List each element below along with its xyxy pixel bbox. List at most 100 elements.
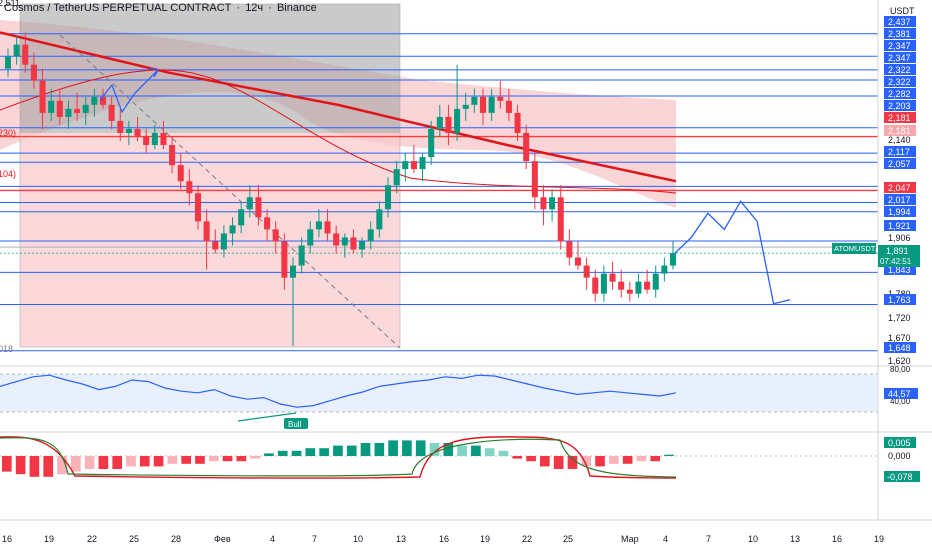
ma-long-line	[0, 31, 677, 183]
time-axis-label: 16	[439, 534, 449, 544]
macd-bar	[553, 456, 564, 469]
time-axis-label: 13	[396, 534, 406, 544]
macd-bar	[333, 445, 343, 456]
macd-bar	[153, 456, 164, 467]
axis-price-box	[884, 146, 916, 157]
candle-body	[618, 281, 625, 290]
time-axis-label: 7	[312, 534, 317, 544]
bull-badge	[284, 418, 308, 429]
candle-body	[125, 128, 132, 133]
macd-zero-label: 0,000	[888, 451, 911, 461]
macd-value-box	[884, 437, 916, 448]
axis-price-label: 2,181	[888, 126, 911, 136]
macd-bar	[236, 456, 247, 462]
macd-bar	[471, 445, 481, 456]
candle-body	[143, 136, 150, 146]
interval-label[interactable]: 12ч	[245, 2, 264, 14]
time-axis-label: 7	[706, 534, 711, 544]
macd-histogram	[2, 440, 674, 477]
candle-body	[289, 265, 297, 278]
axis-price-label: 1,670	[888, 333, 911, 343]
axis-price-box	[884, 158, 916, 169]
axis-price-box	[884, 206, 916, 217]
candle-body	[393, 169, 400, 186]
axis-price-label: 2,057	[888, 159, 911, 169]
candle-body	[341, 237, 348, 246]
macd-bar	[484, 448, 495, 456]
axis-price-box	[884, 16, 916, 27]
candle-body	[74, 108, 81, 113]
candle-body	[428, 128, 435, 158]
candle-body	[255, 197, 262, 218]
candle-body	[402, 161, 409, 170]
macd-bar	[29, 456, 40, 477]
candle-body	[169, 145, 176, 166]
axis-price-box	[884, 220, 916, 231]
candle-body	[65, 108, 72, 117]
candle-body	[203, 221, 210, 242]
candle-body	[13, 44, 20, 57]
candle-body	[177, 165, 184, 182]
macd-bar	[457, 445, 467, 456]
macd-bar	[181, 456, 192, 464]
candle-body	[540, 197, 547, 210]
candle-body	[488, 96, 495, 113]
candle-body	[600, 273, 607, 294]
candle-body	[505, 100, 512, 113]
left-cut-label: 104)	[0, 169, 16, 179]
macd-bar	[167, 456, 178, 464]
level-lines	[0, 33, 878, 352]
axis-price-box	[884, 264, 916, 275]
axis-price-box-red	[884, 182, 916, 193]
candle-body	[557, 197, 564, 242]
axis-price-label: 2,437	[888, 17, 911, 27]
axis-price-label: 2,181	[888, 113, 911, 123]
macd-bar	[443, 443, 454, 456]
ticker-badge	[832, 243, 876, 254]
macd-bar	[70, 456, 81, 472]
candle-body	[609, 273, 616, 282]
candle-body	[30, 64, 37, 81]
macd-bar	[388, 440, 398, 456]
macd-bar	[250, 456, 260, 459]
macd-signal-line	[0, 436, 677, 479]
time-axis-label: 10	[353, 534, 363, 544]
axis-price-box	[884, 52, 916, 63]
macd-bar	[650, 456, 661, 462]
candle-body	[436, 116, 443, 129]
macd-bar	[291, 450, 302, 456]
axis-price-label: 2,347	[888, 41, 911, 51]
candle-body	[82, 104, 89, 113]
time-axis-label: 13	[790, 534, 800, 544]
rsi-value-box	[884, 388, 918, 399]
macd-neg-label: -0,078	[887, 472, 913, 482]
macd-value-label: 0,005	[888, 438, 911, 448]
macd-bar	[346, 445, 357, 456]
price-badge-countdown: 07:42:51	[880, 257, 912, 266]
candle-body	[4, 56, 12, 69]
axis-price-label: 2,322	[888, 65, 911, 75]
rsi-line	[0, 374, 677, 408]
symbol-header: Cosmos / TetherUS PERPETUAL CONTRACT · 1…	[0, 2, 319, 18]
macd-bar	[498, 450, 509, 456]
candle-body	[134, 128, 141, 137]
macd-bar	[2, 456, 12, 472]
candle-body	[56, 100, 63, 117]
candle-body	[108, 104, 115, 121]
macd-bar	[581, 456, 592, 467]
candle-body	[384, 185, 392, 210]
time-axis-label: 4	[270, 534, 275, 544]
axis-price-label: 2,282	[888, 89, 911, 99]
candle-body	[151, 132, 158, 146]
candle-body	[333, 233, 340, 246]
candle-body	[48, 100, 55, 113]
macd-bar	[319, 448, 329, 456]
macd-bar	[567, 456, 578, 469]
axis-price-label: 2,381	[888, 29, 911, 39]
candle-body	[22, 44, 29, 65]
axis-price-label: 2,203	[888, 101, 911, 111]
axis-price-box	[884, 194, 916, 205]
macd-bar	[15, 456, 26, 475]
